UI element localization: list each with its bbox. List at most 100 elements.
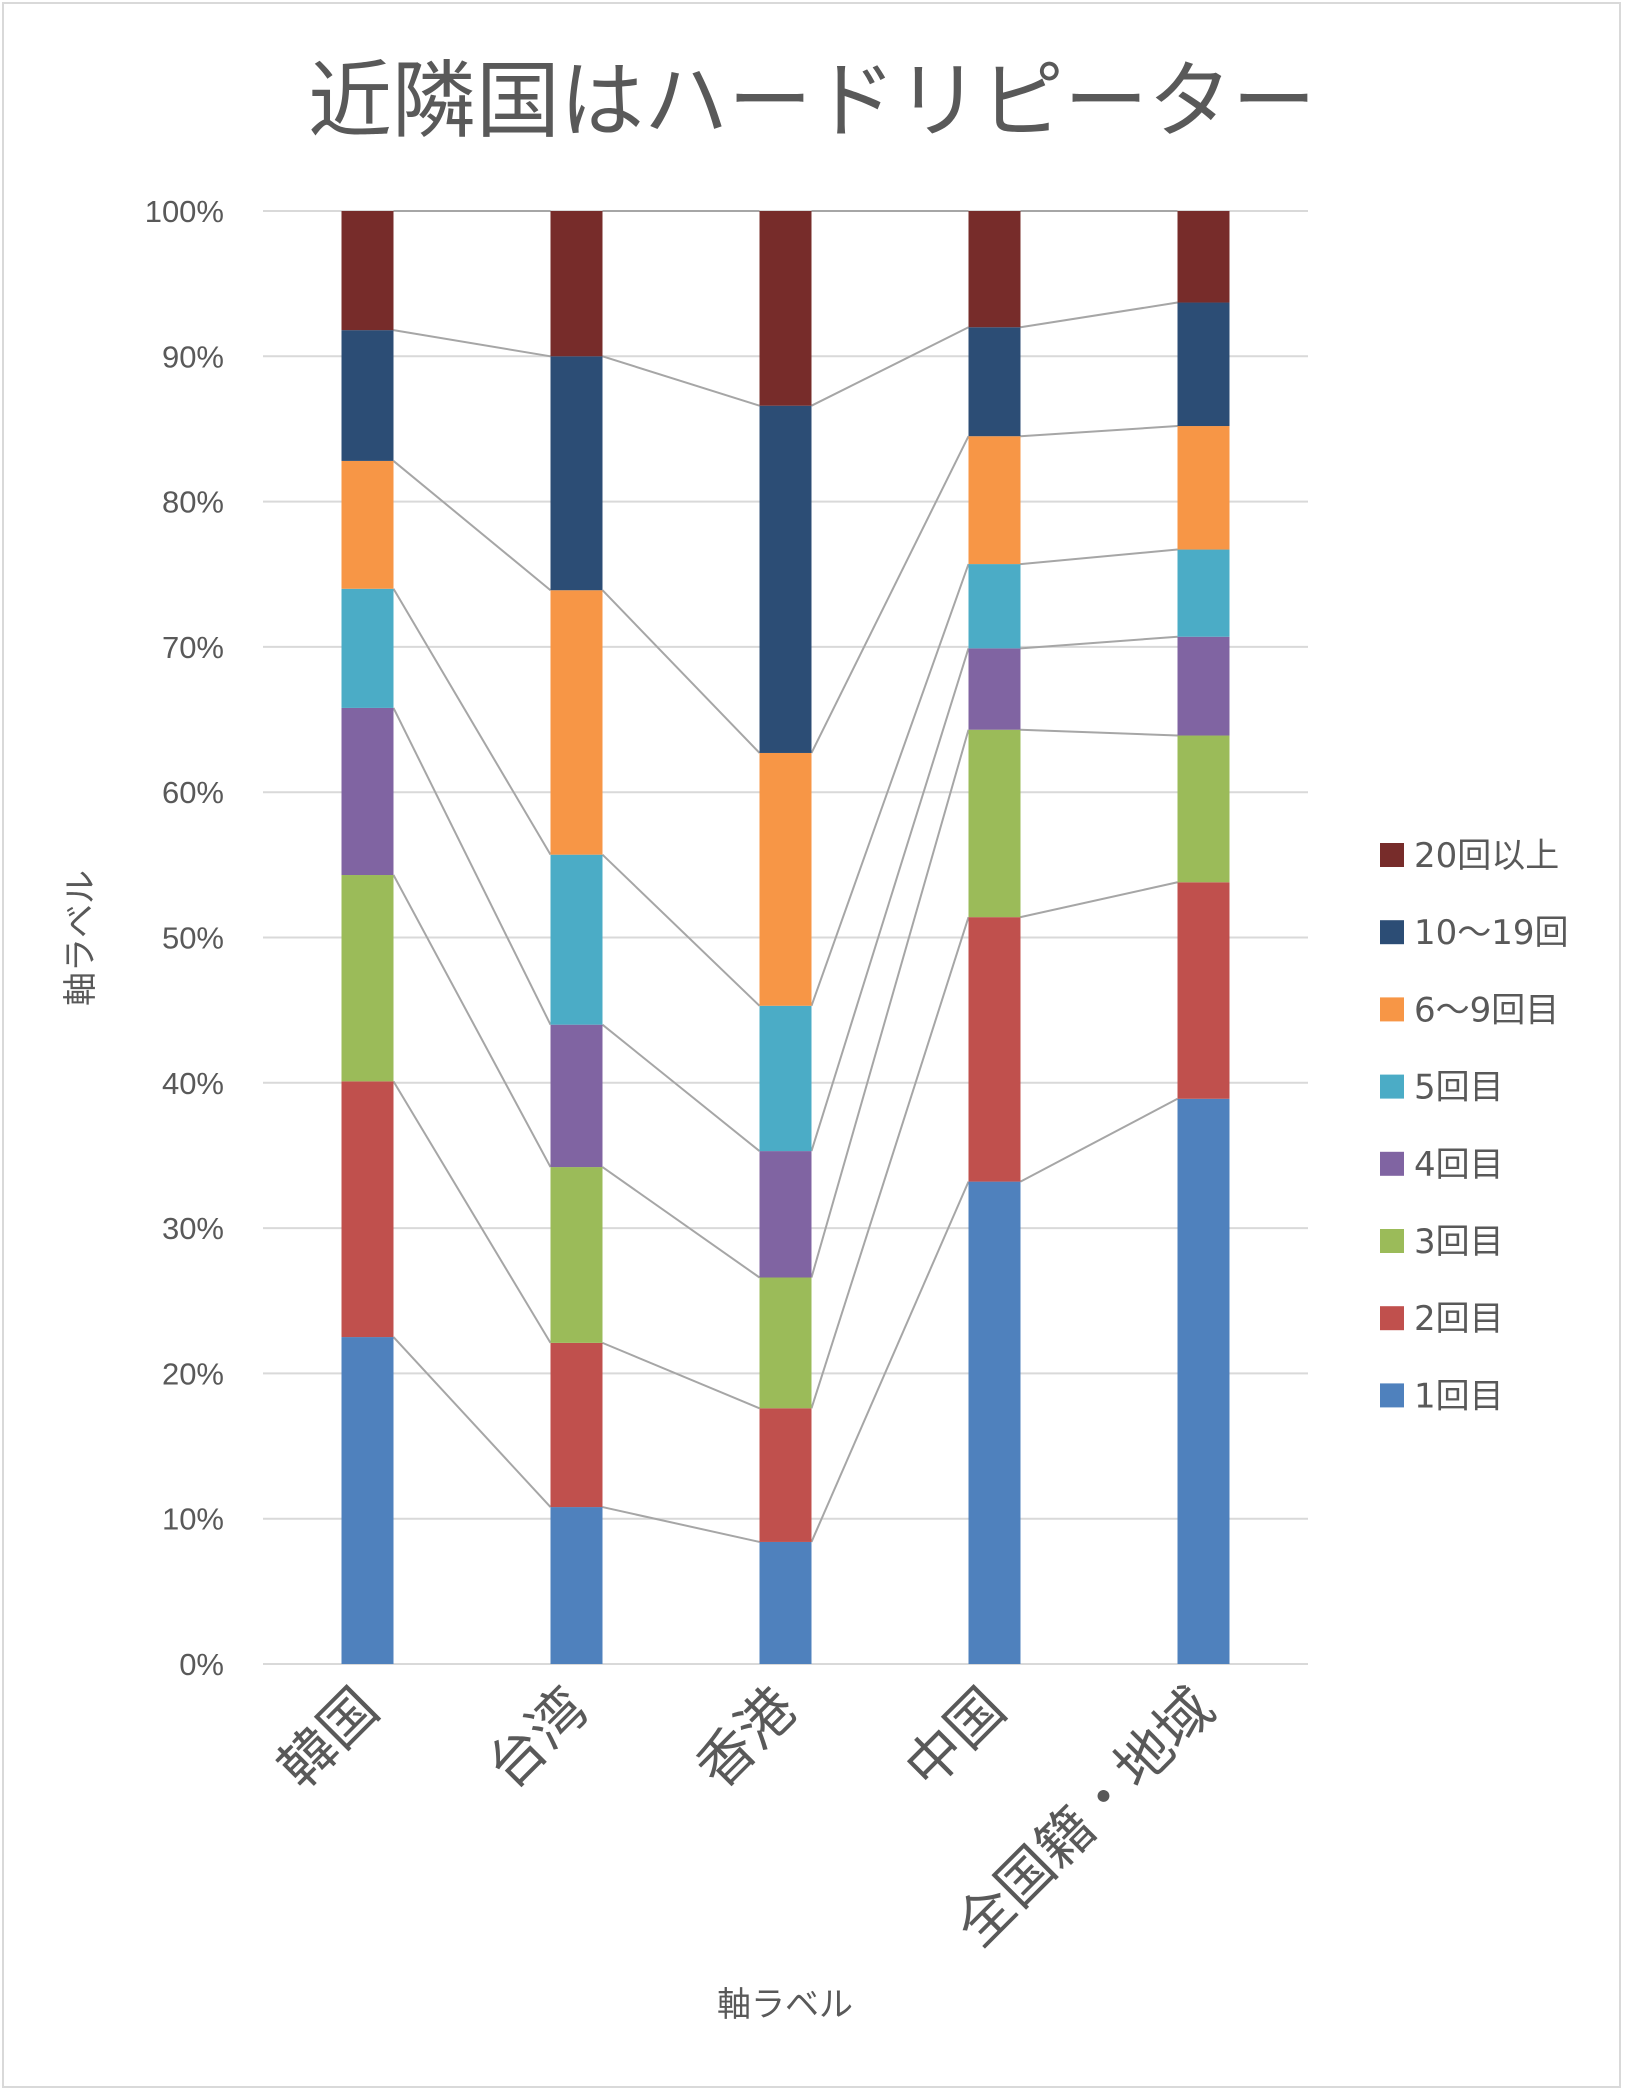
- bar-segment: [550, 1507, 603, 1664]
- bar-segment: [1177, 211, 1230, 303]
- y-tick-label: 40%: [162, 1066, 224, 1101]
- series-line: [1020, 635, 1178, 650]
- legend-swatch: [1380, 1151, 1404, 1176]
- bar-segment: [968, 211, 1021, 328]
- y-tick-label: 100%: [145, 194, 224, 229]
- y-tick-label: 0%: [179, 1647, 224, 1682]
- y-tick-label: 30%: [162, 1211, 224, 1246]
- bar-segment: [759, 1277, 812, 1409]
- legend-swatch: [1380, 843, 1404, 867]
- bar-segment: [550, 211, 603, 357]
- y-tick-label: 60%: [162, 775, 224, 810]
- bar-segment: [759, 211, 812, 406]
- x-axis-title: 軸ラベル: [717, 1985, 853, 2025]
- x-category-label: 香港: [684, 1676, 809, 1801]
- bar-segment: [550, 590, 603, 855]
- y-tick-label: 50%: [162, 921, 224, 956]
- chart-title: 近隣国はハードリピーター: [308, 52, 1316, 150]
- bar-segment: [759, 405, 812, 753]
- bar-segment: [550, 1342, 603, 1508]
- series-line: [602, 355, 760, 407]
- legend-swatch: [1380, 1229, 1404, 1253]
- y-tick-label: 70%: [162, 630, 224, 665]
- bar-segment: [341, 1337, 394, 1664]
- bar-segment: [968, 1181, 1021, 1664]
- x-category-label: 中国: [893, 1676, 1018, 1801]
- bar-segment: [1177, 1098, 1230, 1664]
- legend-label: 4回目: [1414, 1145, 1504, 1185]
- series-line: [1020, 425, 1178, 438]
- bar-segment: [1177, 636, 1230, 736]
- bar-segment: [759, 1005, 812, 1152]
- series-line: [810, 916, 970, 1409]
- legend-label: 3回目: [1414, 1222, 1504, 1262]
- bar-segment: [341, 211, 394, 331]
- bar-segment: [968, 729, 1021, 918]
- series-line: [810, 648, 970, 1152]
- bar-segment: [550, 356, 603, 591]
- bar-segment: [341, 588, 394, 708]
- series-line: [1020, 728, 1178, 737]
- bar-segment: [550, 854, 603, 1025]
- series-line: [601, 589, 761, 754]
- bar-segment: [968, 917, 1021, 1182]
- legend-label: 10～19回: [1414, 913, 1569, 953]
- bar-segment: [759, 1408, 812, 1542]
- series-line: [392, 1080, 552, 1344]
- y-tick-label: 80%: [162, 485, 224, 520]
- bar-segment: [1177, 882, 1230, 1099]
- legend-swatch: [1380, 1074, 1404, 1099]
- bar-segment: [341, 1081, 394, 1338]
- y-tick-label: 10%: [162, 1502, 224, 1537]
- series-line: [810, 729, 970, 1278]
- y-tick-label: 90%: [162, 339, 224, 374]
- y-axis-tick-labels: 0% 10% 20% 30% 40% 50% 60% 70% 80% 90% 100%: [145, 194, 224, 1682]
- series-line: [1020, 1097, 1178, 1183]
- legend-swatch: [1380, 1383, 1404, 1408]
- bar-segment: [968, 648, 1021, 730]
- bar-segment: [341, 707, 394, 876]
- series-line: [810, 1181, 970, 1543]
- bars: [341, 211, 1230, 1664]
- bar-segment: [968, 564, 1021, 649]
- bar-segment: [341, 875, 394, 1082]
- bar-segment: [341, 330, 394, 461]
- bar-segment: [759, 752, 812, 1006]
- legend-swatch: [1380, 920, 1404, 945]
- series-line: [1020, 881, 1178, 919]
- legend-label: 6～9回目: [1414, 990, 1559, 1030]
- legend-swatch: [1380, 1306, 1404, 1331]
- series-line: [392, 874, 552, 1168]
- series-line: [601, 853, 761, 1007]
- bar-segment: [968, 436, 1021, 565]
- series-line: [1020, 301, 1178, 329]
- legend-label: 5回目: [1414, 1068, 1504, 1108]
- series-line: [392, 460, 552, 592]
- series-line: [602, 1506, 760, 1543]
- y-axis-title: 軸ラベル: [61, 870, 101, 1006]
- series-line: [811, 326, 969, 407]
- x-category-label: 台湾: [475, 1676, 600, 1801]
- y-tick-label: 20%: [162, 1356, 224, 1391]
- series-line: [393, 329, 551, 358]
- legend-label: 1回目: [1414, 1376, 1504, 1416]
- bar-segment: [1177, 426, 1230, 550]
- bar-segment: [1177, 302, 1230, 427]
- legend-label: 2回目: [1414, 1299, 1504, 1339]
- bar-segment: [550, 1167, 603, 1343]
- legend-swatch: [1380, 997, 1404, 1022]
- series-line: [602, 1341, 760, 1410]
- bar-segment: [550, 1024, 603, 1168]
- bar-segment: [341, 460, 394, 589]
- series-lines: [392, 210, 1178, 1543]
- bar-segment: [759, 1541, 812, 1664]
- series-line: [392, 1336, 552, 1508]
- legend: 20回以上 10～19回 6～9回目 5回目 4回目 3回目 2回目 1回目: [1380, 836, 1569, 1416]
- bar-segment: [1177, 735, 1230, 883]
- series-line: [392, 588, 552, 856]
- x-category-label: 韓国: [266, 1676, 391, 1801]
- series-line: [392, 707, 552, 1026]
- series-line: [1020, 548, 1178, 566]
